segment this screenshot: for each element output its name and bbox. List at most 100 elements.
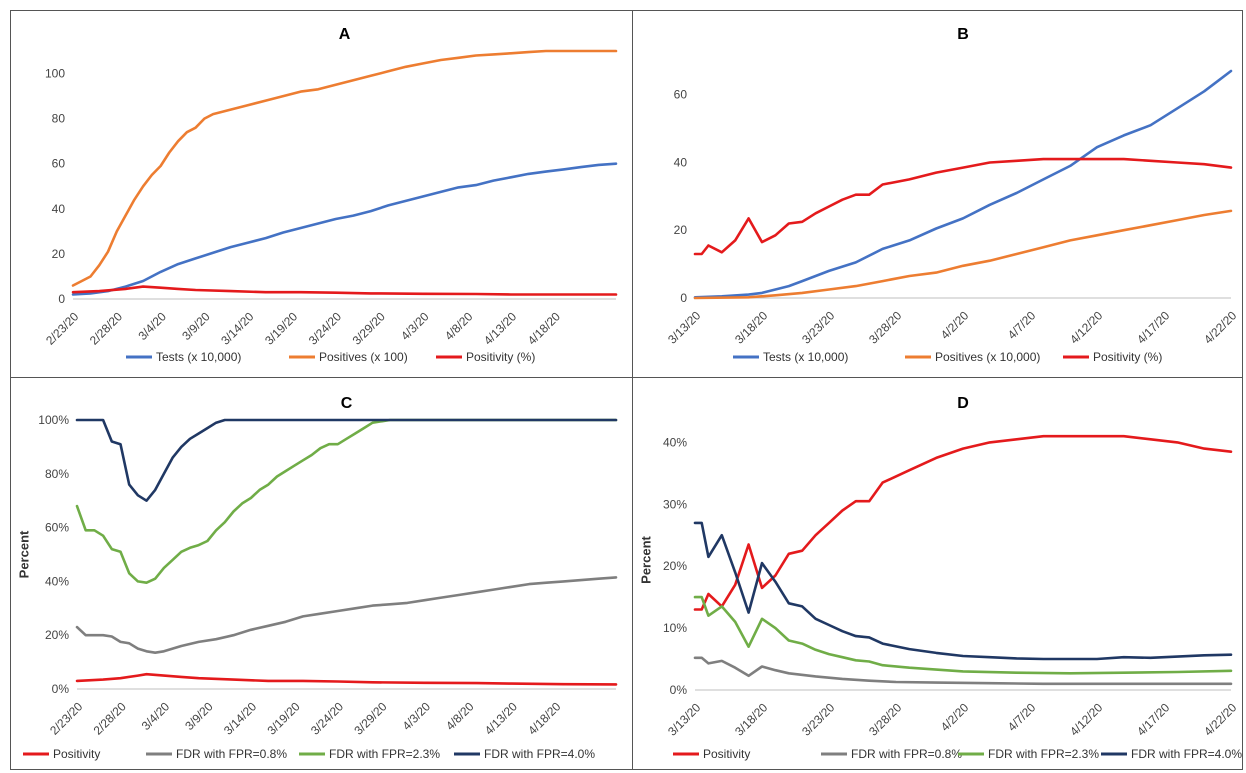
y-tick-label: 0	[680, 291, 687, 305]
x-tick-label: 4/2/20	[938, 700, 972, 734]
x-tick-label: 4/18/20	[525, 309, 563, 347]
legend-label: Positives (x 100)	[319, 350, 408, 364]
x-tick-label: 4/3/20	[398, 309, 432, 343]
x-tick-label: 3/9/20	[179, 309, 213, 343]
legend-label: Positives (x 10,000)	[935, 350, 1040, 364]
x-tick-label: 4/22/20	[1201, 700, 1239, 738]
x-tick-label: 4/8/20	[443, 699, 477, 733]
y-tick-label: 10%	[663, 621, 687, 635]
legend-label: Tests (x 10,000)	[156, 350, 241, 364]
x-tick-label: 2/28/20	[91, 699, 129, 737]
y-tick-label: 60	[674, 88, 688, 102]
panel-b: B 0 20 40 60 3/13/20 3/18/20 3/23/20 3/28/20 4/2/…	[633, 10, 1243, 378]
x-tick-label: 3/4/20	[135, 309, 169, 343]
x-tick-label: 4/12/20	[1067, 700, 1105, 738]
y-tick-label: 0%	[670, 683, 688, 697]
legend-label: FDR with FPR=0.8%	[176, 747, 287, 761]
y-tick-label: 20%	[45, 628, 69, 642]
y-tick-label: 20%	[663, 559, 687, 573]
legend-label: Positivity	[53, 747, 100, 761]
panel-c: C Percent 0% 20% 40% 60% 80% 100% 2/23/20 2/28/20…	[10, 378, 633, 770]
legend-label: Positivity (%)	[466, 350, 535, 364]
y-tick-label: 20	[52, 247, 66, 261]
x-tick-label: 3/19/20	[264, 699, 302, 737]
panel-a: A 0 20 40 60 80 100 2/23/20 2/28/20 3/4/20 3/9/20 3…	[10, 10, 633, 378]
y-tick-label: 40	[674, 155, 688, 169]
x-tick-label: 3/24/20	[306, 309, 344, 347]
series-line-2	[693, 209, 1233, 300]
x-tick-label: 4/17/20	[1134, 700, 1172, 738]
x-tick-label: 3/24/20	[308, 699, 346, 737]
y-tick-label: 60%	[45, 521, 69, 535]
x-tick-label: 3/14/20	[218, 309, 256, 347]
x-tick-label: 3/18/20	[732, 700, 770, 738]
y-tick-label: 80%	[45, 467, 69, 481]
x-tick-label: 3/23/20	[799, 308, 837, 346]
x-tick-label: 4/12/20	[1067, 308, 1105, 346]
x-tick-label: 3/29/20	[350, 309, 388, 347]
legend-label: FDR with FPR=2.3%	[329, 747, 440, 761]
y-tick-label: 30%	[663, 497, 687, 511]
series-line-4	[693, 521, 1233, 661]
x-tick-label: 3/13/20	[665, 700, 703, 738]
chart-title: B	[957, 26, 969, 43]
x-tick-label: 3/23/20	[799, 700, 837, 738]
x-tick-label: 3/4/20	[139, 699, 173, 733]
legend-label: FDR with FPR=0.8%	[851, 747, 962, 761]
chart-b-svg: B 0 20 40 60 3/13/20 3/18/20 3/23/20 3/28/20 4/2/…	[665, 26, 1239, 364]
x-tick-label: 3/28/20	[866, 700, 904, 738]
chart-d-svg: D Percent 0% 10% 20% 30% 40% 3/13/20 3/18/20 3/23…	[638, 395, 1242, 761]
legend-label: Positivity (%)	[1093, 350, 1162, 364]
x-tick-label: 2/28/20	[87, 309, 125, 347]
legend-label: Positivity	[703, 747, 750, 761]
chart-title: A	[339, 26, 351, 43]
legend-label: FDR with FPR=2.3%	[988, 747, 1099, 761]
y-tick-label: 40%	[663, 435, 687, 449]
x-tick-label: 3/9/20	[182, 699, 216, 733]
y-tick-label: 40%	[45, 574, 69, 588]
y-tick-label: 0	[58, 292, 65, 306]
x-tick-label: 4/13/20	[482, 699, 520, 737]
series-line-3	[75, 418, 618, 584]
legend-label: FDR with FPR=4.0%	[1131, 747, 1242, 761]
y-tick-label: 20	[674, 223, 688, 237]
series-line-3	[71, 285, 618, 296]
y-tick-label: 100	[45, 67, 65, 81]
chart-title: C	[341, 395, 353, 412]
legend-label: FDR with FPR=4.0%	[484, 747, 595, 761]
x-tick-label: 4/7/20	[1005, 308, 1039, 342]
x-tick-label: 3/18/20	[732, 308, 770, 346]
x-tick-label: 4/3/20	[400, 699, 434, 733]
series-line-3	[693, 157, 1233, 256]
x-tick-label: 3/14/20	[221, 699, 259, 737]
y-tick-label: 40	[52, 202, 66, 216]
series-line-1	[693, 69, 1233, 299]
series-line-2	[75, 576, 618, 654]
x-tick-label: 2/23/20	[43, 309, 81, 347]
x-tick-label: 3/28/20	[866, 308, 904, 346]
series-line-1	[71, 162, 618, 296]
x-tick-label: 4/7/20	[1005, 700, 1039, 734]
x-tick-label: 4/17/20	[1134, 308, 1172, 346]
x-tick-label: 2/23/20	[47, 699, 85, 737]
x-tick-label: 4/2/20	[938, 308, 972, 342]
x-tick-label: 3/29/20	[351, 699, 389, 737]
series-line-2	[693, 656, 1233, 686]
y-tick-label: 0%	[52, 682, 70, 696]
y-tick-label: 80	[52, 112, 66, 126]
x-tick-label: 4/13/20	[481, 309, 519, 347]
series-line-3	[693, 595, 1233, 675]
x-tick-label: 3/13/20	[665, 308, 703, 346]
x-tick-label: 3/19/20	[262, 309, 300, 347]
series-line-2	[71, 49, 618, 287]
series-line-1	[75, 672, 618, 686]
chart-title: D	[957, 395, 969, 412]
y-axis-label: Percent	[16, 530, 31, 578]
x-tick-label: 4/22/20	[1201, 308, 1239, 346]
y-tick-label: 60	[52, 157, 66, 171]
legend-label: Tests (x 10,000)	[763, 350, 848, 364]
series-line-1	[693, 434, 1233, 611]
y-tick-label: 100%	[38, 413, 69, 427]
x-tick-label: 4/18/20	[525, 699, 563, 737]
